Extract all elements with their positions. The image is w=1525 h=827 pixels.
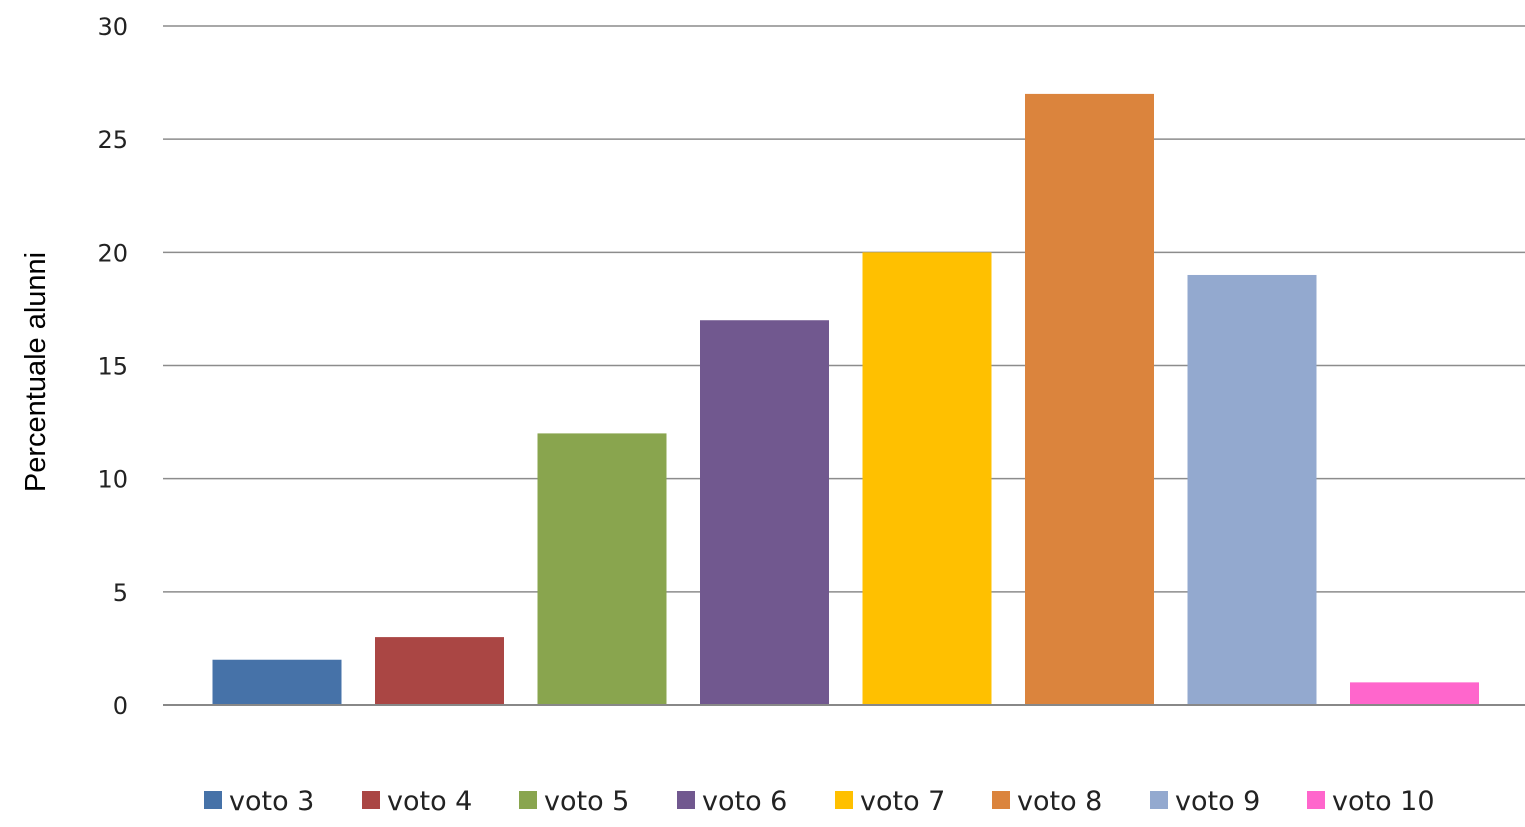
legend-label: voto 8 [1017,786,1102,817]
bar-voto-4 [375,637,504,705]
y-axis-title: Percentuale alunni [20,252,52,492]
legend-label: voto 4 [387,786,472,817]
bar-voto-3 [212,659,342,705]
legend-swatch [362,791,380,809]
y-tick-label: 5 [113,579,128,607]
legend-swatch [204,791,222,809]
legend-label: voto 10 [1332,786,1435,817]
y-tick-label: 30 [97,13,128,41]
legend-label: voto 9 [1175,786,1260,817]
legend-swatch [835,791,853,809]
legend-swatch [1150,791,1168,809]
bar-voto-7 [862,252,992,706]
legend: voto 3 voto 4 voto 5 voto 6 voto 7 voto 8 voto… [204,786,1435,817]
y-tick-label: 25 [97,126,128,154]
y-tick-label: 15 [97,353,128,381]
y-tick-label: 10 [97,466,128,494]
legend-swatch [677,791,695,809]
bar-voto-9 [1187,274,1317,705]
y-tick-label: 20 [97,239,128,267]
bar-voto-5 [537,433,667,705]
y-axis-tick-labels: 0 5 10 15 20 25 30 [97,13,128,720]
legend-label: voto 3 [229,786,314,817]
legend-swatch [992,791,1010,809]
gridlines [163,25,1525,593]
legend-label: voto 5 [544,786,629,817]
legend-swatch [1307,791,1325,809]
legend-swatch [519,791,537,809]
legend-label: voto 7 [860,786,945,817]
y-tick-label: 0 [113,692,128,720]
bar-voto-8 [1025,93,1154,705]
bar-voto-6 [700,320,829,705]
bars [212,93,1479,706]
legend-label: voto 6 [702,786,787,817]
bar-voto-10 [1350,682,1479,705]
